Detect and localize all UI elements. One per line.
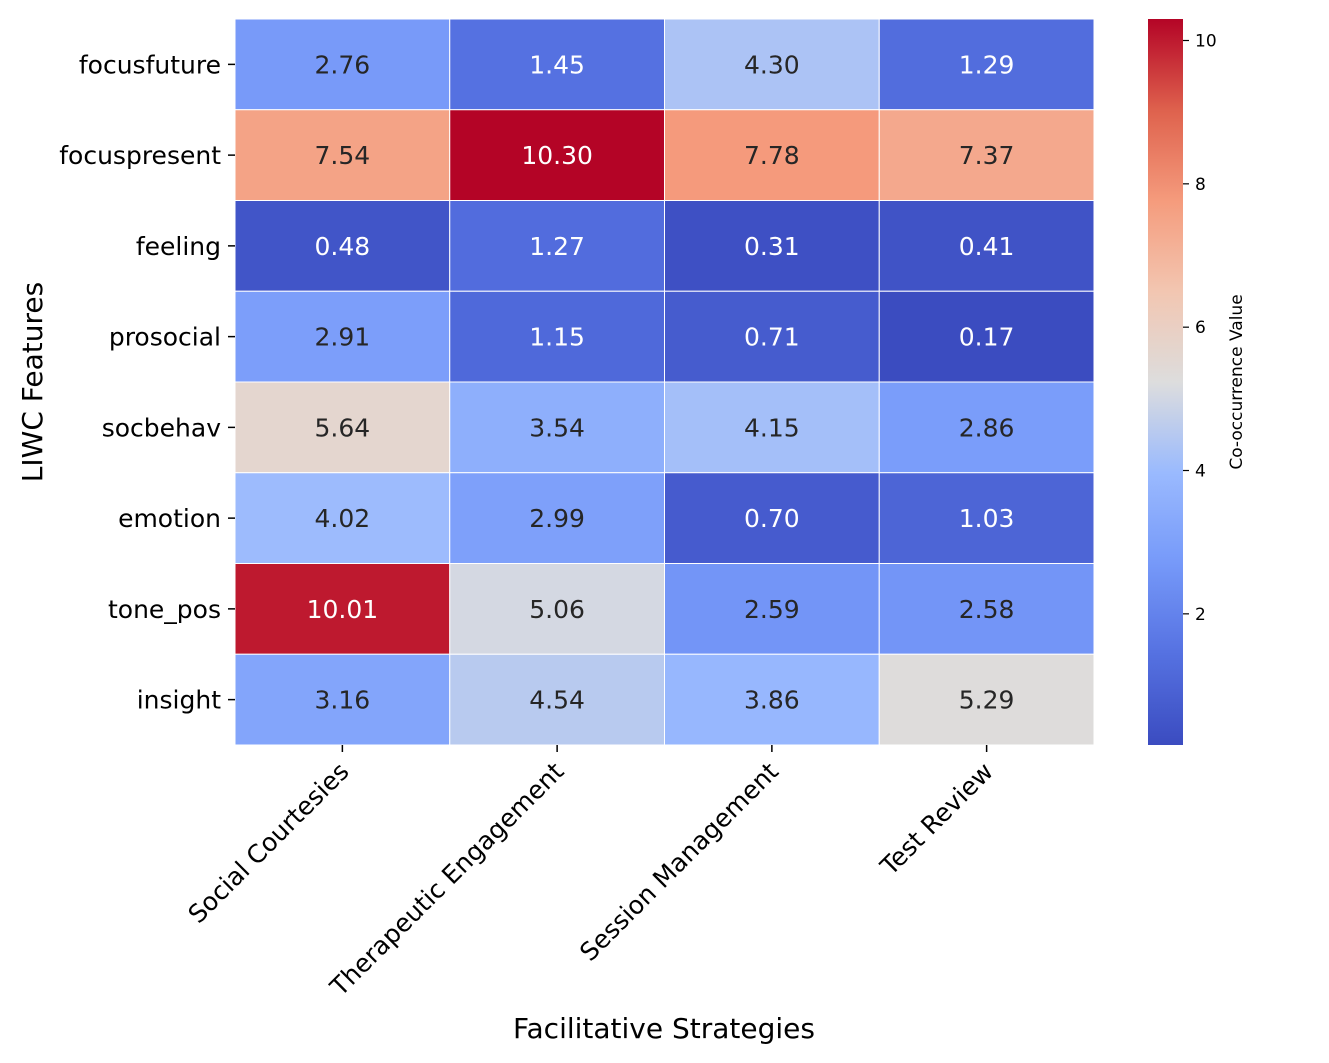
cell-value-label: 0.41 [959,232,1015,261]
column-label: Test Review [874,757,999,882]
heatmap-cell [449,290,665,383]
cell-value-label: 2.58 [959,595,1015,624]
cell-value-label: 2.99 [529,504,585,533]
colorbar-tick-label: 8 [1195,175,1206,195]
heatmap-cell [449,18,665,111]
cell-value-label: 5.06 [529,595,585,624]
colorbar-tick-label: 6 [1195,318,1206,338]
column-label: Therapeutic Engagement [324,757,570,1003]
cell-value-label: 3.54 [529,413,585,442]
colorbar-tick-label: 4 [1195,462,1206,482]
heatmap-cells: 2.76 1.45 4.30 1.29 7.54 10.30 7.78 7.37 0.48 1.2… [234,18,1095,746]
heatmap-cell [234,472,451,564]
cell-value-label: 7.54 [315,141,371,170]
colorbar: 2 4 6 8 10 [1148,19,1217,745]
cell-value-label: 1.03 [959,504,1015,533]
heatmap-cell [234,563,451,655]
heatmap-cell [664,653,880,746]
cell-value-label: 2.76 [315,50,371,79]
row-label: feeling [136,232,221,261]
colorbar-gradient [1148,19,1183,745]
heatmap-cell [234,290,451,383]
cell-value-label: 1.15 [529,323,585,352]
cell-value-label: 7.78 [744,141,800,170]
row-labels: focusfuture focuspresent feeling prosocial s… [59,50,235,715]
heatmap-cell [878,563,1095,655]
row-label: socbehav [102,413,221,442]
cell-value-label: 7.37 [959,141,1015,170]
cell-value-label: 0.31 [744,232,800,261]
cell-value-label: 3.86 [744,686,800,715]
heatmap-cell [878,472,1095,564]
row-label: focusfuture [79,50,221,79]
cell-value-label: 2.59 [744,595,800,624]
heatmap-cell [234,653,451,746]
row-label: prosocial [109,323,221,352]
cell-value-label: 4.02 [315,504,371,533]
colorbar-tick-label: 2 [1195,605,1206,625]
heatmap-cell [664,381,880,474]
cell-value-label: 1.27 [529,232,585,261]
cell-value-label: 0.48 [315,232,371,261]
y-axis-title: LIWC Features [16,282,49,482]
cell-value-label: 4.54 [529,686,585,715]
cell-value-label: 10.01 [307,595,379,624]
row-label: tone_pos [108,595,221,624]
cell-value-label: 0.71 [744,323,800,352]
heatmap-cell [449,200,665,292]
column-label: Social Courtesies [182,757,354,929]
cell-value-label: 5.64 [315,413,371,442]
row-label: insight [137,686,221,715]
heatmap-cell [449,381,665,474]
colorbar-label: Co-occurrence Value [1227,294,1247,469]
cell-value-label: 5.29 [959,686,1015,715]
x-axis-title: Facilitative Strategies [513,1012,815,1045]
heatmap-cell [878,109,1095,201]
cell-value-label: 10.30 [521,141,593,170]
heatmap-cell [878,290,1095,383]
heatmap-cell [234,18,451,111]
heatmap-cell [449,472,665,564]
cell-value-label: 0.70 [744,504,800,533]
heatmap-cell [664,472,880,564]
cell-value-label: 3.16 [315,686,371,715]
cell-value-label: 1.29 [959,50,1015,79]
cell-value-label: 4.15 [744,413,800,442]
cell-value-label: 0.17 [959,323,1015,352]
heatmap-cell [234,109,451,201]
colorbar-tick-label: 10 [1195,32,1217,52]
cell-value-label: 2.86 [959,413,1015,442]
row-label: emotion [118,504,221,533]
row-label: focuspresent [59,141,221,170]
heatmap-cell [878,200,1095,292]
heatmap-cell [664,290,880,383]
cell-value-label: 1.45 [529,50,585,79]
cell-value-label: 4.30 [744,50,800,79]
heatmap-cell [234,381,451,474]
heatmap-cell [664,563,880,655]
heatmap-cell [878,381,1095,474]
heatmap-cell [878,18,1095,111]
cell-value-label: 2.91 [315,323,371,352]
heatmap-cell [664,18,880,111]
column-label: Session Management [574,757,784,967]
heatmap-cell [449,109,665,201]
